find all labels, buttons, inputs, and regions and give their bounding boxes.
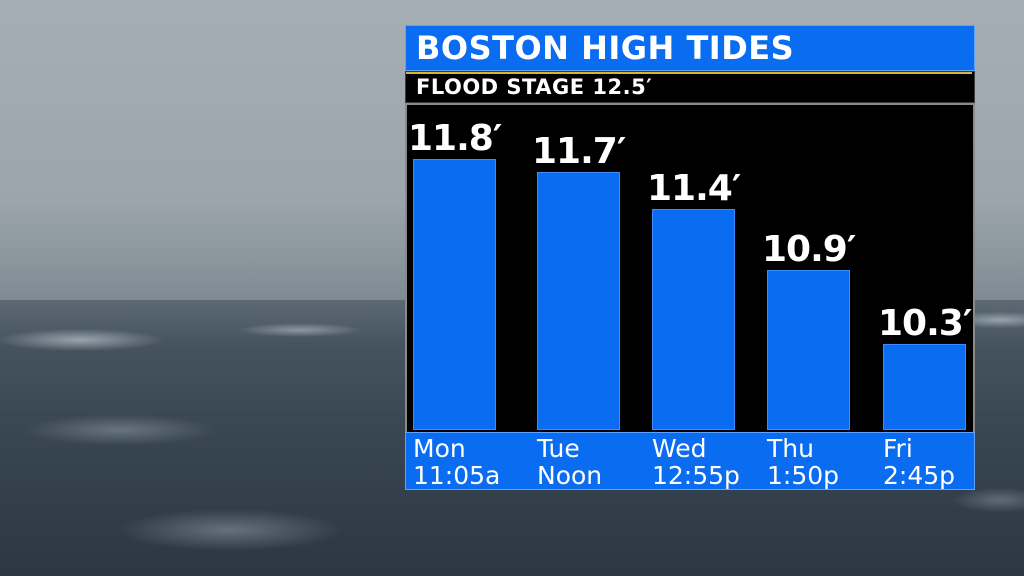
value-label-fri: 10.3′ — [878, 302, 972, 344]
time-label-mon: 11:05a — [413, 461, 501, 490]
time-label-fri: 2:45p — [883, 461, 956, 490]
bar-fri — [883, 343, 966, 430]
time-label-thu: 1:50p — [767, 461, 840, 490]
value-label-thu: 10.9′ — [762, 229, 856, 271]
chart-subtitle: FLOOD STAGE 12.5′ — [416, 75, 653, 99]
day-label-strip — [405, 432, 975, 490]
bar-tue — [537, 171, 620, 430]
value-label-wed: 11.4′ — [647, 167, 741, 209]
flood-stage-line — [406, 72, 972, 75]
chart-title: BOSTON HIGH TIDES — [416, 29, 795, 67]
bar-wed — [652, 208, 735, 430]
day-label-fri: Fri — [883, 434, 913, 463]
bar-thu — [767, 270, 850, 430]
day-label-wed: Wed — [652, 434, 707, 463]
time-label-tue: Noon — [537, 461, 603, 490]
value-label-mon: 11.8′ — [408, 118, 502, 160]
bar-mon — [413, 159, 496, 430]
subtitle-bar: FLOOD STAGE 12.5′ — [405, 71, 975, 103]
day-label-thu: Thu — [767, 434, 814, 463]
time-label-wed: 12:55p — [652, 461, 740, 490]
day-label-tue: Tue — [537, 434, 580, 463]
title-bar: BOSTON HIGH TIDES — [405, 25, 975, 71]
value-label-tue: 11.7′ — [532, 130, 626, 172]
day-label-mon: Mon — [413, 434, 466, 463]
